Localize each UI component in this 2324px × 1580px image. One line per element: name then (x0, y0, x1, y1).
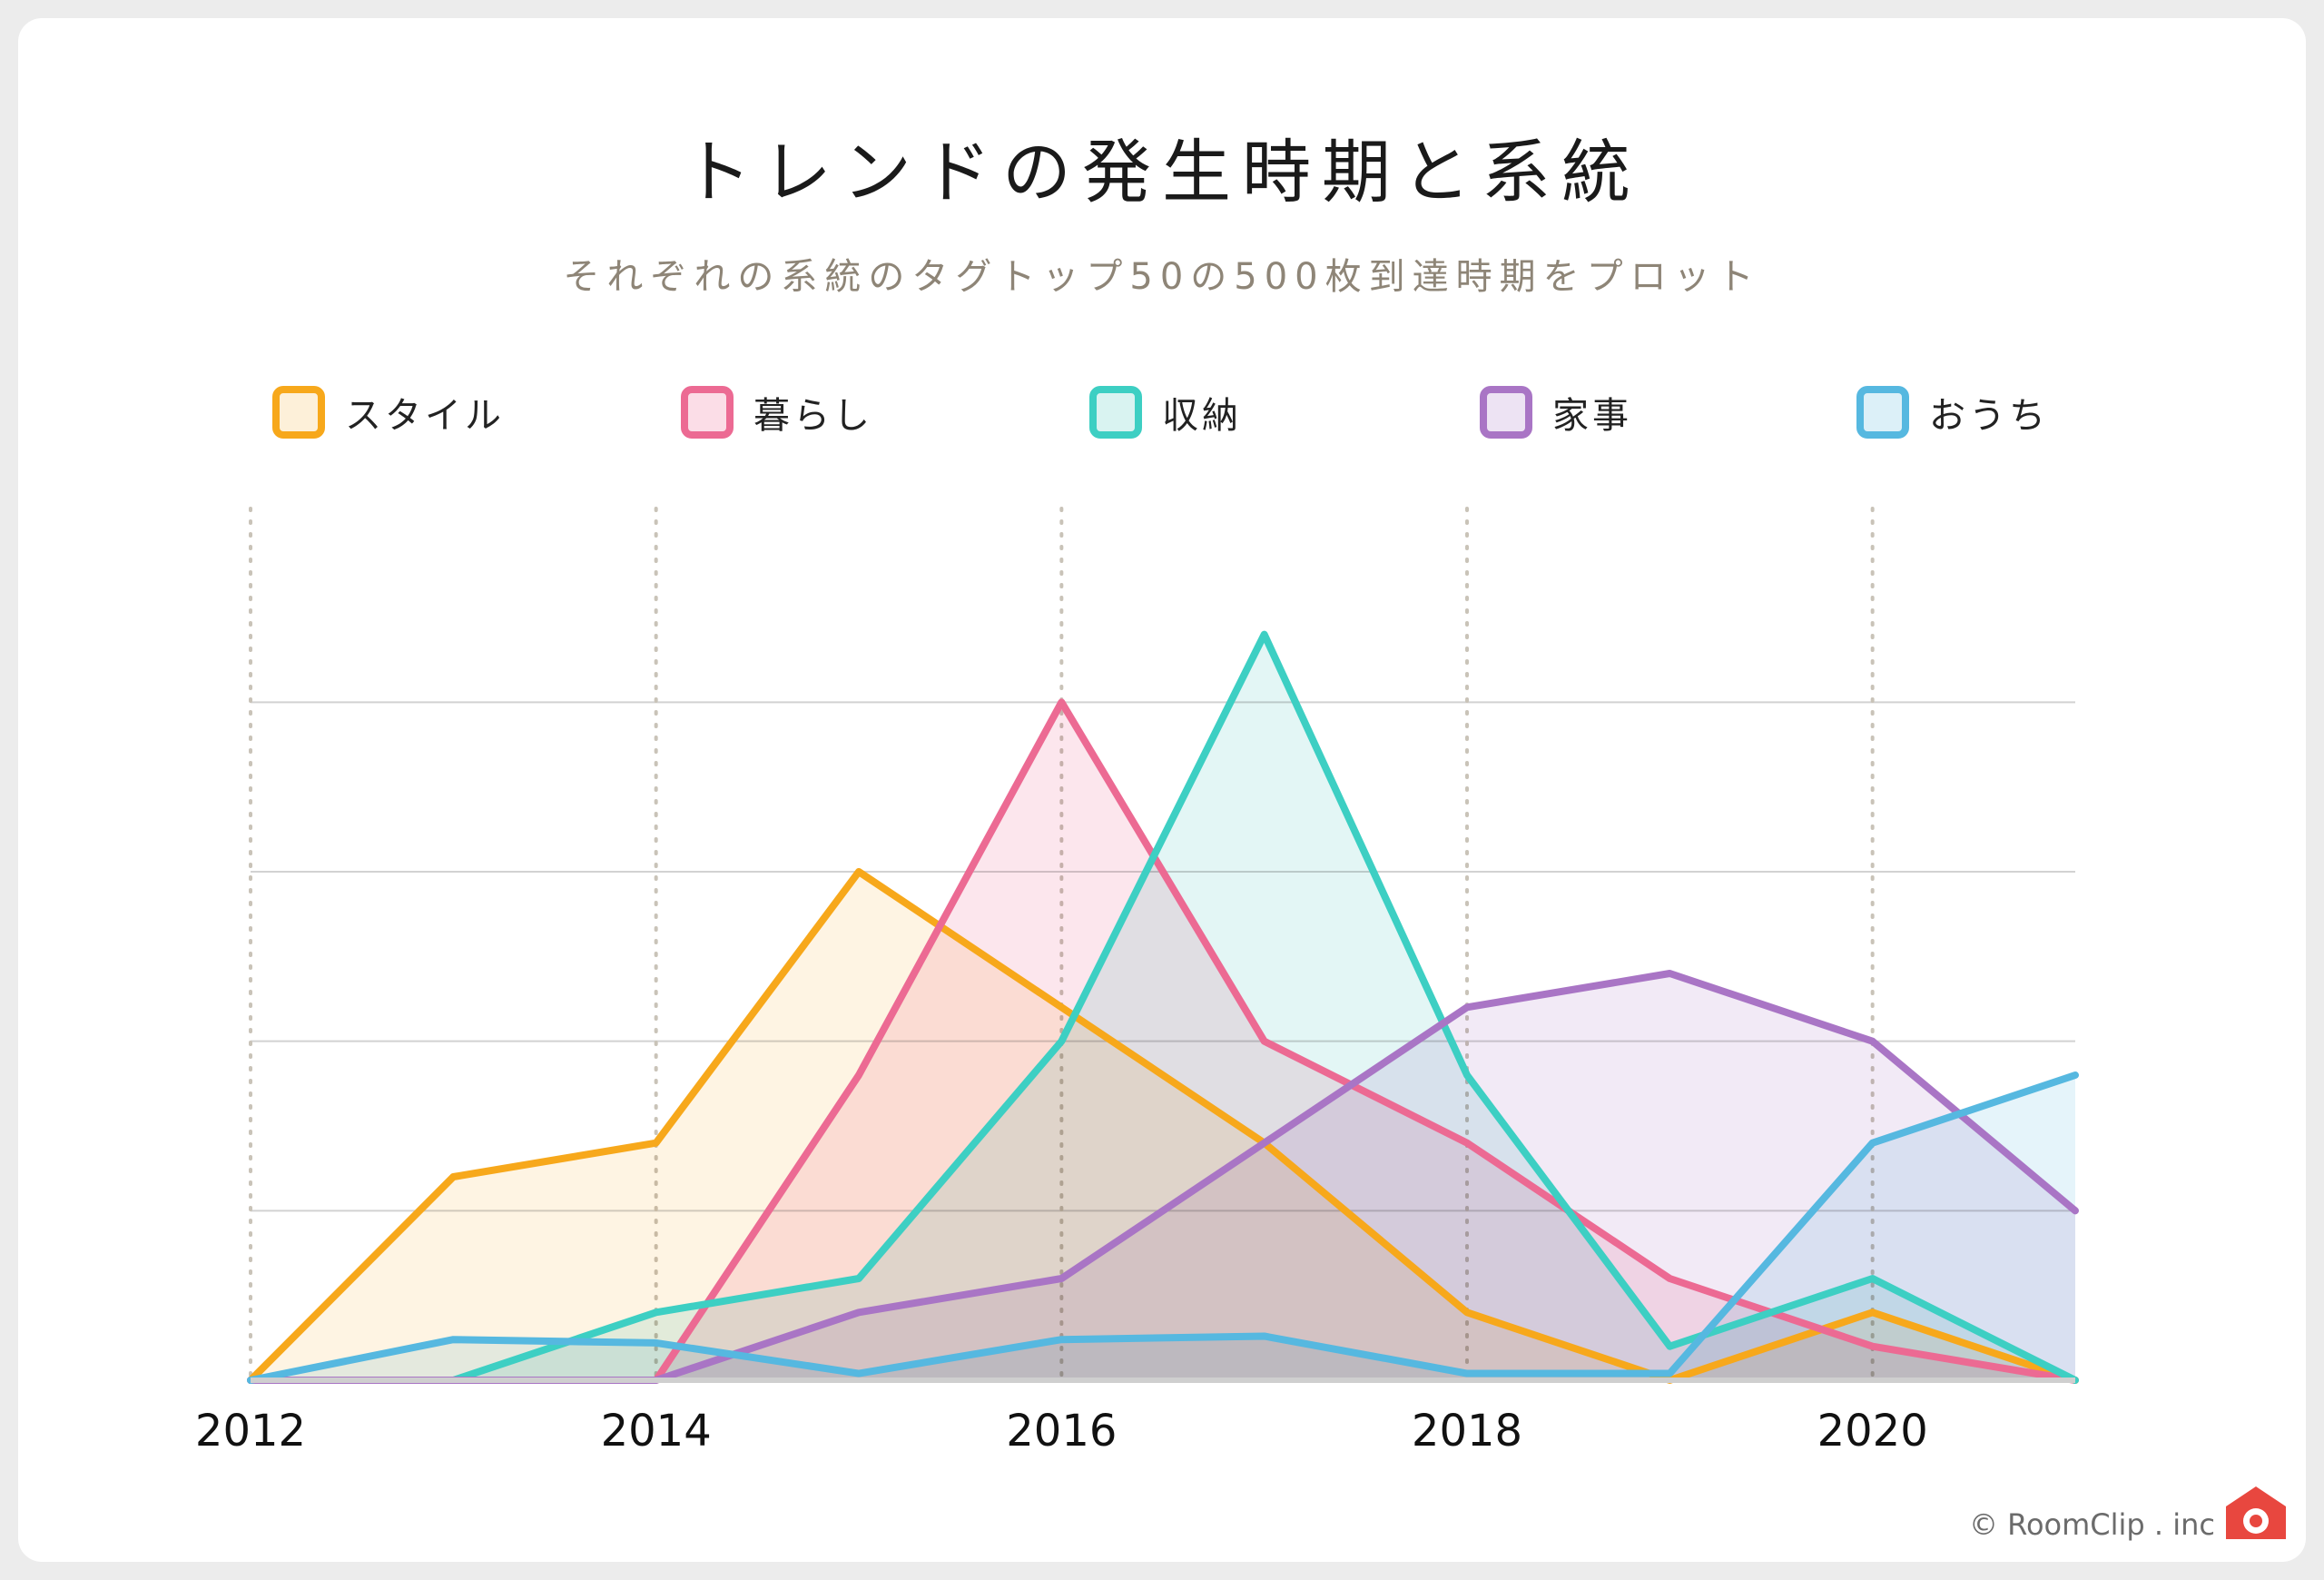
copyright-credit: © RoomClip . inc (1968, 1507, 2215, 1542)
legend-label: 収納 (1162, 395, 1242, 437)
legend-label: スタイル (345, 395, 505, 437)
legend-item: スタイル (272, 385, 505, 439)
area-収納 (251, 634, 2075, 1380)
chart-subtitle: それぞれの系統のタグトップ50の500枚到達時期をプロット (563, 256, 1761, 298)
legend-label: おうち (1929, 395, 2049, 437)
series-line-収納 (247, 630, 2079, 1384)
legend-item: 家事 (1480, 385, 1632, 439)
legend-label: 暮らし (753, 395, 873, 437)
x-tick-label: 2014 (601, 1406, 712, 1457)
series-line-おうち (247, 1071, 2079, 1384)
x-tick-label: 2016 (1006, 1406, 1117, 1457)
legend-swatch (1856, 386, 1909, 439)
legend-item: 暮らし (681, 385, 873, 439)
x-tick-label: 2020 (1817, 1406, 1928, 1457)
series-line-スタイル (247, 868, 2079, 1384)
chart-title: トレンドの発生時期と系統 (683, 132, 1641, 212)
legend-label: 家事 (1552, 395, 1632, 437)
legend-swatch (681, 386, 734, 439)
legend-item: 収納 (1089, 385, 1242, 439)
legend-swatch (1480, 386, 1532, 439)
x-tick-label: 2012 (195, 1406, 306, 1457)
roomclip-logo-icon (2226, 1486, 2286, 1539)
legend-item: おうち (1856, 385, 2049, 439)
x-tick-label: 2018 (1412, 1406, 1522, 1457)
legend-swatch (1089, 386, 1142, 439)
legend-swatch (272, 386, 325, 439)
